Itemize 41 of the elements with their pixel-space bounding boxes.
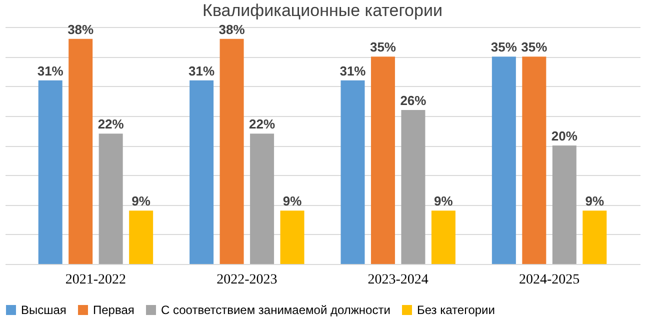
bar bbox=[492, 56, 516, 264]
data-label: 31% bbox=[340, 63, 366, 78]
bar bbox=[431, 210, 456, 264]
data-label: 35% bbox=[490, 40, 518, 55]
data-label: 31% bbox=[37, 63, 64, 78]
bar bbox=[250, 134, 274, 264]
bar bbox=[190, 80, 214, 264]
bar bbox=[401, 110, 426, 264]
chart-title: Квалификационные категории bbox=[202, 0, 442, 20]
bar bbox=[68, 38, 93, 264]
bar bbox=[280, 210, 304, 264]
data-label: 22% bbox=[98, 116, 124, 132]
bar bbox=[370, 56, 395, 264]
data-label: 22% bbox=[249, 116, 276, 132]
x-tick-label: 2023-2024 bbox=[368, 272, 428, 288]
data-label: 26% bbox=[400, 92, 427, 108]
bar bbox=[129, 210, 154, 264]
legend-label: Высшая bbox=[21, 303, 66, 317]
x-tick-label: 2021-2022 bbox=[65, 272, 126, 288]
data-label: 38% bbox=[218, 22, 246, 37]
data-label: 9% bbox=[132, 194, 151, 209]
data-label: 20% bbox=[551, 128, 578, 144]
bar bbox=[220, 38, 244, 264]
bar bbox=[582, 210, 607, 264]
bar bbox=[522, 56, 546, 264]
legend-label: С соответствием занимаемой должности bbox=[161, 303, 390, 317]
data-label: 9% bbox=[585, 194, 604, 209]
legend-label: Первая bbox=[93, 303, 134, 317]
bar bbox=[552, 146, 576, 264]
bar bbox=[38, 80, 62, 264]
data-label: 9% bbox=[282, 194, 302, 209]
data-label: 31% bbox=[188, 63, 215, 78]
x-tick-label: 2022-2023 bbox=[216, 272, 278, 288]
data-label: 35% bbox=[370, 40, 396, 55]
bar bbox=[98, 134, 123, 264]
data-label: 9% bbox=[434, 194, 454, 209]
data-label: 38% bbox=[68, 22, 94, 37]
data-label: 35% bbox=[521, 40, 548, 55]
bar bbox=[340, 80, 365, 264]
x-tick-label: 2024-2025 bbox=[518, 272, 580, 288]
legend-label: Без категории bbox=[417, 303, 495, 317]
